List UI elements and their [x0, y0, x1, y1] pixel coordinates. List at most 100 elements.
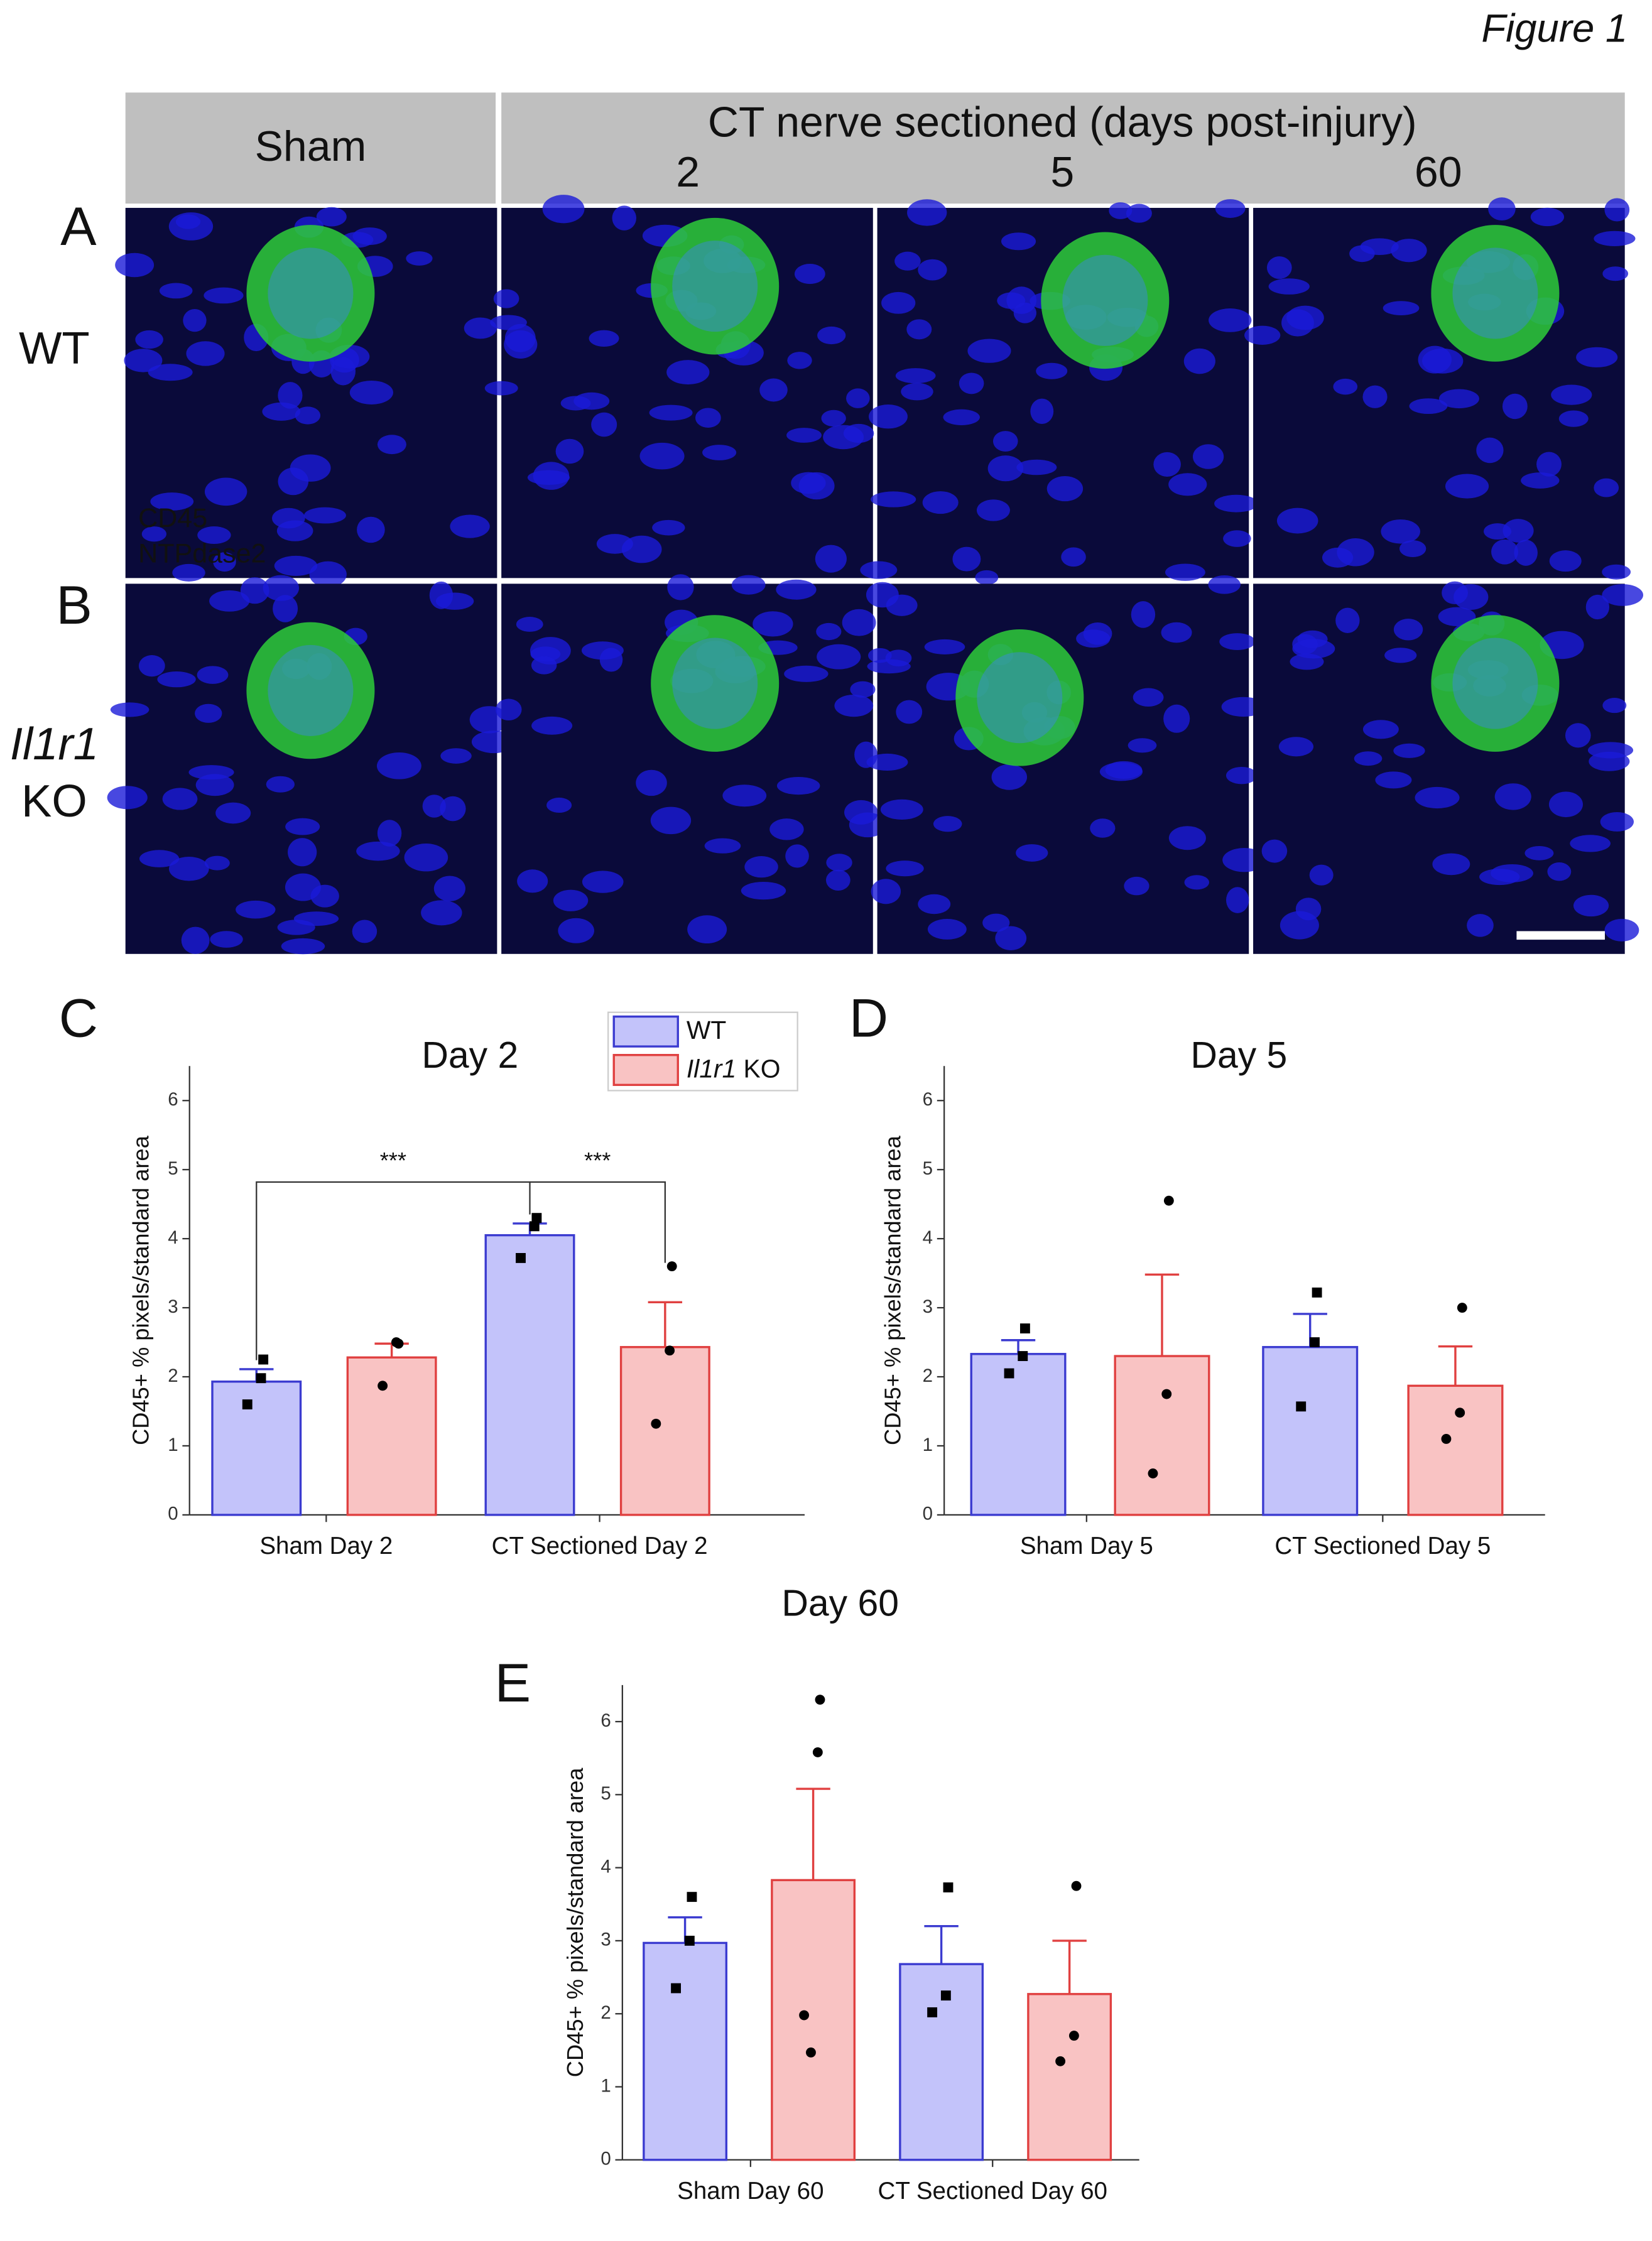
data-point: [1019, 1323, 1030, 1334]
nucleus: [148, 364, 193, 381]
nucleus: [172, 563, 205, 582]
nucleus: [274, 555, 318, 576]
panel-letter: D: [849, 988, 888, 1048]
nucleus: [288, 838, 317, 867]
nucleus: [784, 665, 829, 682]
y-tick-label: 0: [168, 1504, 178, 1524]
nucleus: [880, 799, 923, 820]
ganglion-core: [672, 638, 758, 729]
y-tick-label: 6: [168, 1089, 178, 1110]
nucleus: [357, 516, 385, 543]
nucleus: [1225, 767, 1258, 784]
nucleus: [787, 352, 812, 369]
nucleus: [1278, 737, 1314, 757]
nucleus: [1393, 619, 1423, 641]
nucleus: [621, 535, 662, 563]
nucleus: [450, 514, 490, 538]
error-bar: [374, 1342, 409, 1358]
nucleus: [886, 594, 918, 616]
data-point: [1312, 1287, 1322, 1298]
y-tick-label: 5: [923, 1158, 933, 1179]
bar: [346, 1356, 437, 1516]
ganglion-core: [268, 247, 354, 339]
nucleus: [1219, 633, 1256, 650]
significance-label: ***: [380, 1148, 406, 1173]
legend-label: WT: [687, 1016, 726, 1045]
nucleus: [991, 764, 1028, 790]
nucleus: [1184, 875, 1210, 890]
nucleus: [1399, 540, 1426, 558]
chart-title: Day 5: [1190, 1035, 1287, 1076]
error-bar: [924, 1924, 959, 1965]
nucleus: [704, 838, 741, 854]
data-point: [1148, 1468, 1158, 1479]
nucleus: [895, 368, 936, 384]
nucleus: [871, 879, 901, 904]
data-point: [1055, 2056, 1066, 2066]
nucleus: [1502, 393, 1528, 420]
nucleus: [1268, 278, 1310, 295]
error-bar: [796, 1788, 830, 1880]
data-point: [940, 1990, 951, 2001]
data-point: [1161, 1389, 1172, 1399]
nucleus: [666, 360, 710, 385]
panel-letter: E: [495, 1653, 531, 1713]
nucleus: [1266, 256, 1292, 279]
nucleus: [150, 492, 194, 511]
nucleus: [1602, 266, 1629, 281]
nucleus: [533, 462, 570, 490]
nucleus: [581, 641, 624, 660]
nucleus: [1168, 826, 1206, 850]
nucleus: [107, 786, 148, 810]
nucleus: [1418, 345, 1452, 374]
data-point: [1457, 1303, 1467, 1313]
nucleus: [406, 251, 433, 266]
nucleus: [695, 408, 721, 428]
data-point: [1071, 1880, 1082, 1891]
nucleus: [1602, 583, 1644, 606]
y-tick-label: 2: [168, 1365, 178, 1386]
nucleus: [582, 871, 624, 893]
nucleus: [183, 309, 207, 332]
nucleus: [295, 406, 321, 425]
nucleus: [558, 918, 594, 943]
data-point: [258, 1354, 269, 1365]
nucleus: [867, 659, 911, 674]
ganglion-core: [1062, 254, 1148, 346]
nucleus: [1126, 203, 1152, 223]
data-point: [529, 1221, 540, 1232]
y-axis-label: CD45+ % pixels/standard area: [562, 1767, 588, 2078]
nucleus: [639, 442, 685, 470]
nucleus: [422, 795, 446, 818]
bar: [1027, 1993, 1112, 2161]
nucleus: [188, 765, 234, 780]
data-point: [516, 1252, 526, 1263]
bar: [484, 1234, 575, 1516]
nucleus: [517, 869, 548, 893]
nucleus: [1076, 629, 1111, 648]
data-point: [927, 2007, 938, 2017]
data-point: [671, 1983, 682, 1994]
x-tick-label: Sham Day 60: [677, 2178, 823, 2205]
nucleus: [1514, 540, 1538, 566]
panel-letter: A: [60, 197, 97, 257]
nucleus: [516, 617, 543, 632]
header-day: 2: [676, 148, 700, 196]
nucleus: [352, 920, 378, 943]
nucleus: [1558, 410, 1589, 427]
nucleus: [1503, 519, 1534, 543]
nucleus: [197, 666, 229, 684]
nucleus: [1192, 444, 1224, 469]
nucleus: [959, 372, 984, 394]
nucleus: [555, 438, 584, 464]
nucleus: [933, 816, 962, 832]
nucleus: [490, 315, 527, 330]
nucleus: [484, 381, 518, 396]
y-tick-label: 4: [923, 1227, 933, 1248]
nucleus: [157, 671, 196, 688]
bar: [1407, 1384, 1504, 1516]
nucleus: [1183, 348, 1215, 374]
nucleus: [1375, 771, 1412, 789]
y-tick-label: 1: [923, 1435, 933, 1455]
